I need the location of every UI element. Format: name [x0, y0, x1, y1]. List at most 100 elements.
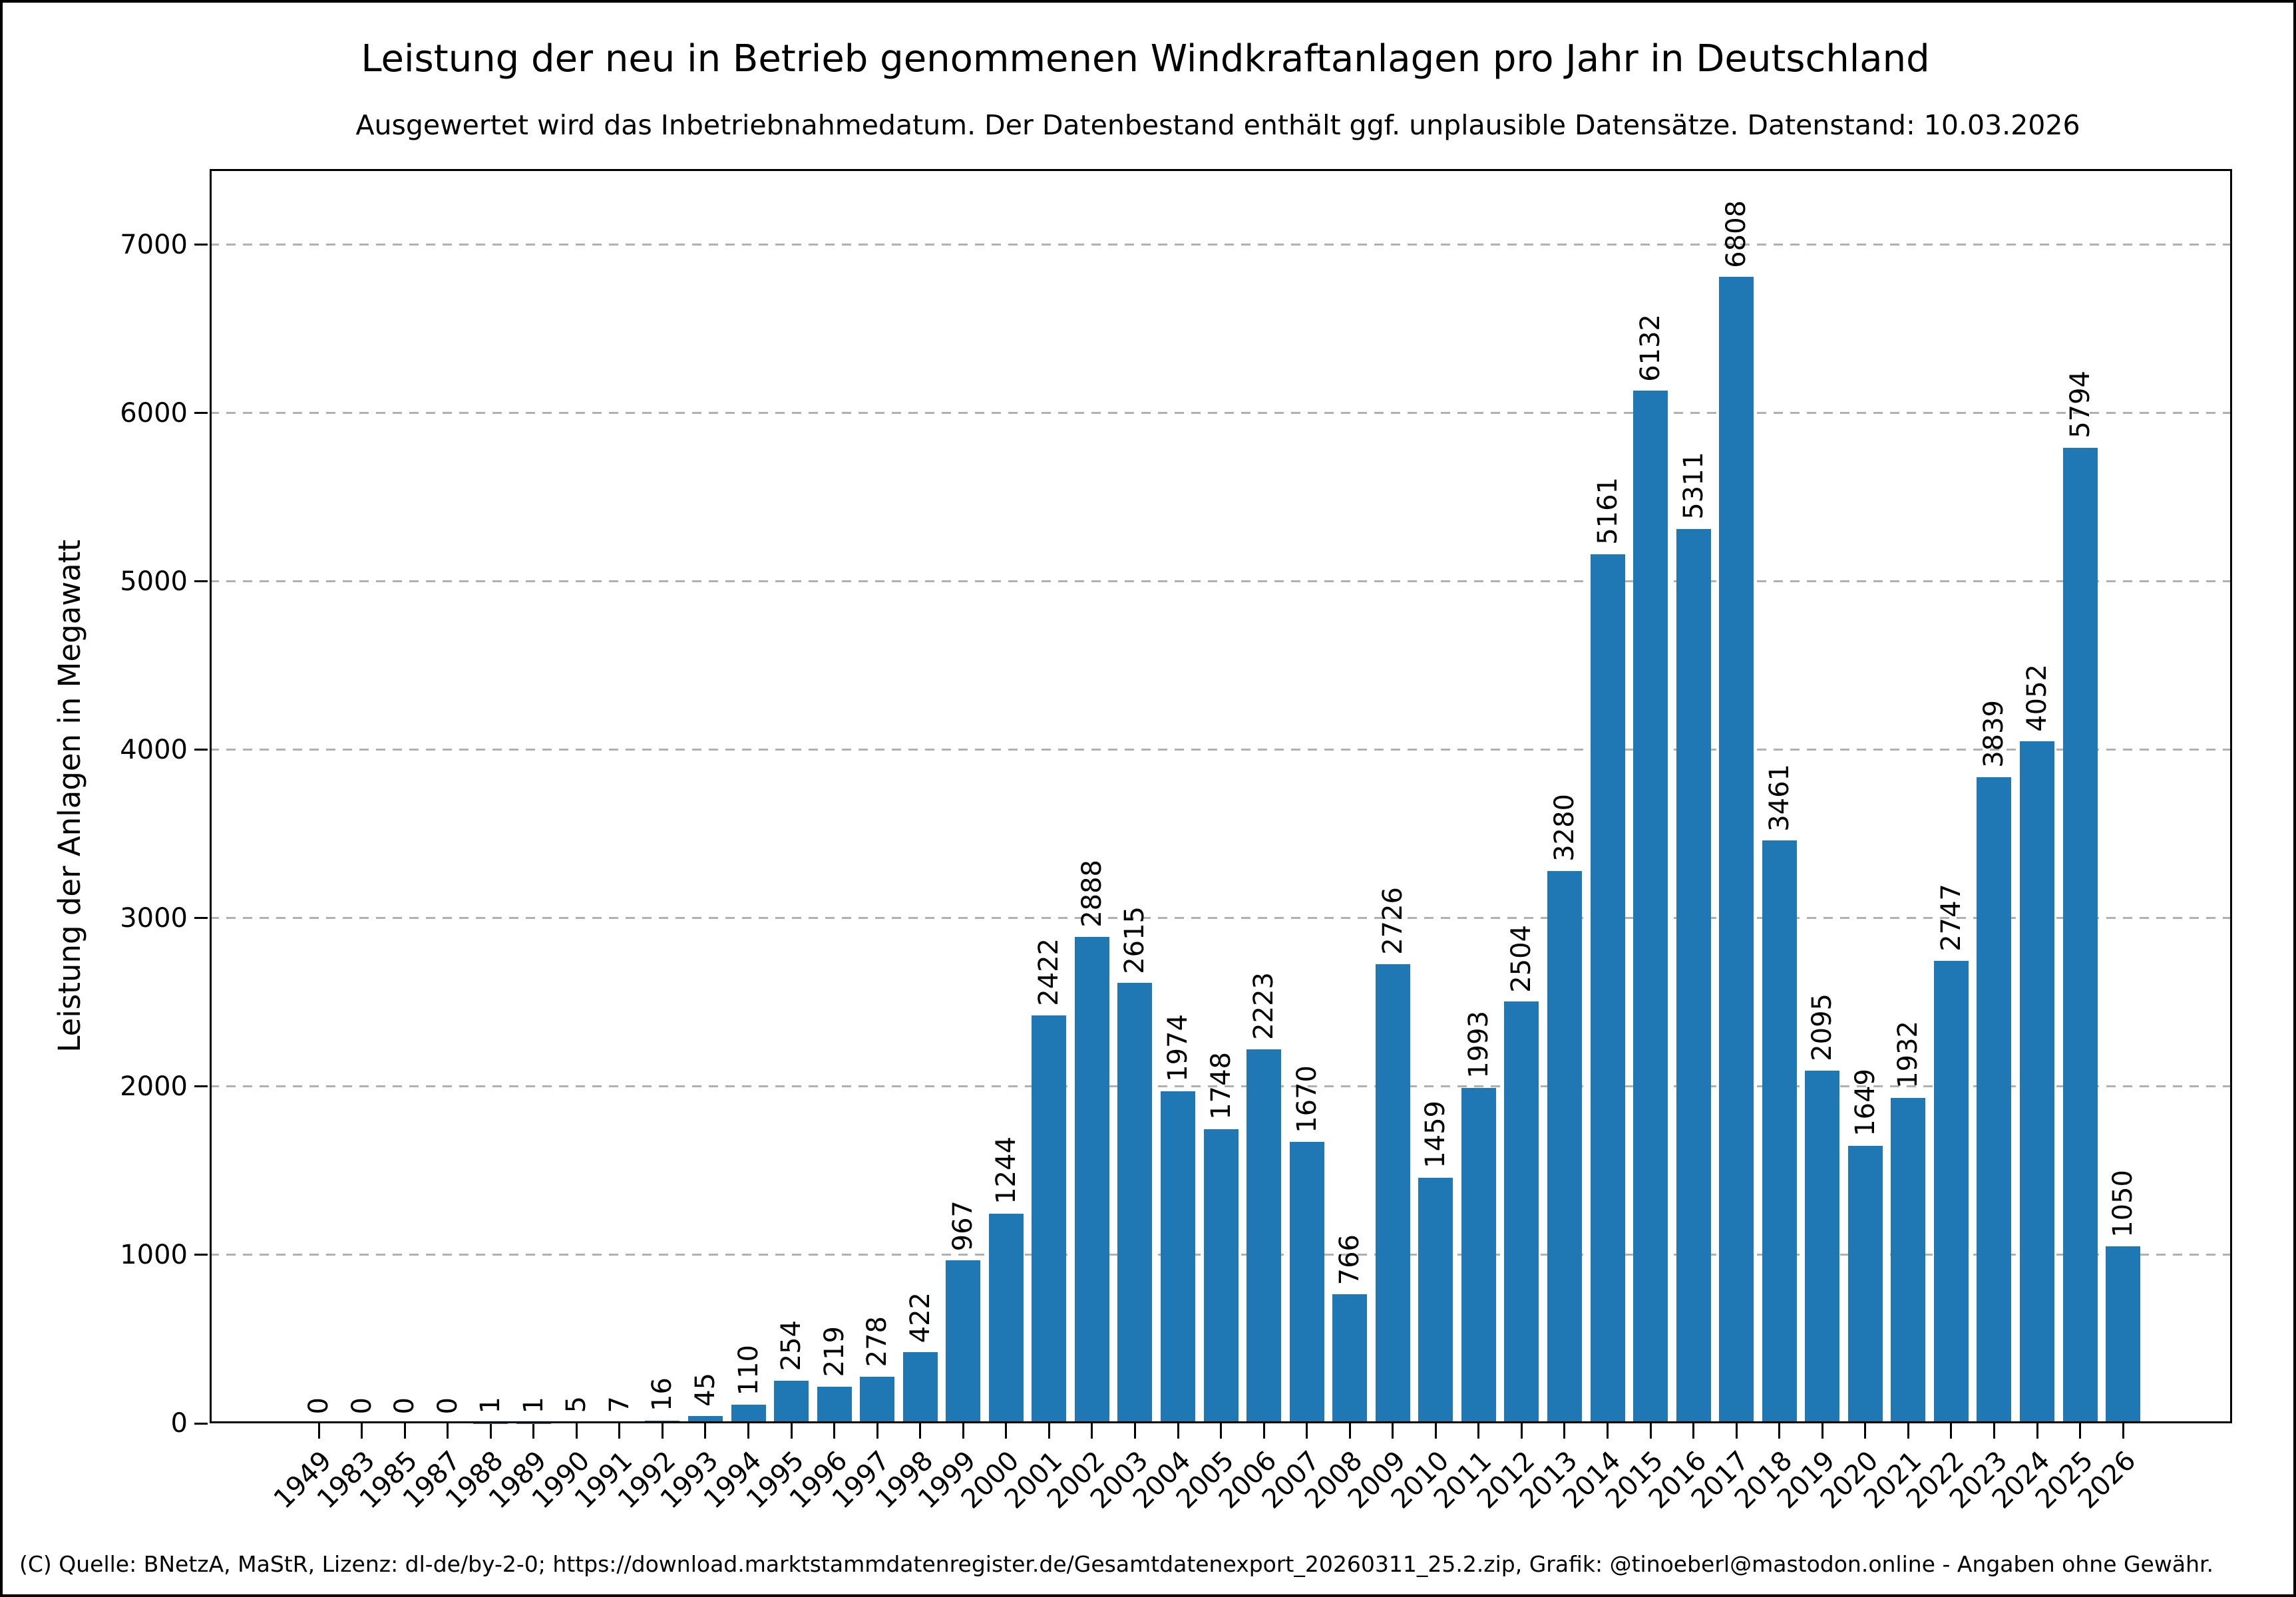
bar-value-text: 422 — [904, 1292, 936, 1343]
bar-value-label: 2095 — [1802, 993, 1842, 1061]
bar-value-text: 4052 — [2022, 663, 2052, 732]
bar — [988, 1214, 1024, 1423]
footer-credit: (C) Quelle: BNetzA, MaStR, Lizenz: dl-de… — [19, 1551, 2214, 1577]
x-axis-tick — [1434, 1423, 1437, 1439]
bar — [1805, 1070, 1840, 1423]
bar-value-label: 967 — [943, 1200, 983, 1251]
gridline — [210, 412, 2232, 415]
y-axis-tick — [194, 580, 208, 583]
y-tick-label: 0 — [170, 1408, 188, 1439]
x-axis-tick — [661, 1423, 664, 1439]
bar-value-text: 45 — [689, 1372, 721, 1407]
chart-title: Leistung der neu in Betrieb genommenen W… — [361, 37, 1930, 81]
bar-value-text: 16 — [647, 1377, 678, 1411]
bar-value-label: 3280 — [1545, 794, 1585, 862]
bar-value-label: 766 — [1330, 1234, 1370, 1285]
bar — [1032, 1015, 1067, 1423]
bar-value-label: 1 — [471, 1397, 510, 1413]
bar-value-label: 0 — [299, 1397, 339, 1414]
x-axis-tick — [1778, 1423, 1781, 1439]
x-axis-tick — [1563, 1423, 1566, 1439]
bar-value-text: 5794 — [2064, 371, 2096, 439]
bar — [817, 1386, 852, 1423]
x-axis-tick — [1005, 1423, 1008, 1439]
bar-value-text: 1649 — [1849, 1068, 1881, 1137]
bar-value-label: 278 — [857, 1316, 897, 1367]
bar-value-text: 2504 — [1506, 924, 1537, 993]
bar — [1891, 1098, 1926, 1423]
x-axis-tick — [2079, 1423, 2082, 1439]
bar-value-text: 1 — [518, 1397, 549, 1414]
bar — [1762, 840, 1797, 1423]
x-axis-tick — [876, 1423, 878, 1439]
bar-value-label: 0 — [385, 1397, 425, 1414]
y-tick-label: 3000 — [120, 902, 188, 934]
bar-value-text: 5311 — [1678, 452, 1709, 520]
bar-value-text: 2888 — [1076, 860, 1107, 928]
bar-value-label: 219 — [815, 1326, 855, 1377]
bar — [2106, 1246, 2141, 1423]
bar-value-label: 2422 — [1029, 938, 1069, 1006]
x-axis-tick — [447, 1423, 449, 1439]
bar-value-label: 5 — [556, 1396, 596, 1413]
bar-value-label: 0 — [342, 1397, 382, 1414]
y-axis-tick — [194, 244, 208, 246]
x-axis-tick — [833, 1423, 836, 1439]
bar — [1117, 983, 1153, 1423]
bar-value-label: 4052 — [2017, 664, 2057, 732]
bar-value-label: 1748 — [1201, 1052, 1241, 1120]
bar-value-label: 5794 — [2060, 371, 2100, 439]
x-axis-tick — [747, 1423, 749, 1439]
bar-value-text: 2223 — [1248, 972, 1280, 1040]
bar-value-label: 2888 — [1072, 860, 1112, 928]
y-axis-tick — [194, 917, 208, 920]
y-axis-tick — [194, 1254, 208, 1256]
bar-value-text: 7 — [604, 1395, 635, 1413]
bar-value-label: 5311 — [1674, 452, 1714, 520]
bar-value-text: 5161 — [1592, 477, 1623, 546]
bar-value-text: 1670 — [1291, 1065, 1322, 1133]
bar-value-label: 7 — [600, 1396, 640, 1413]
bar-value-label: 3839 — [1974, 700, 2014, 768]
x-axis-tick — [1220, 1423, 1223, 1439]
x-axis-tick — [1649, 1423, 1652, 1439]
bar-value-label: 1670 — [1287, 1065, 1327, 1133]
bar — [1547, 871, 1582, 1423]
bar — [1590, 554, 1625, 1423]
bar — [902, 1352, 938, 1423]
gridline — [210, 244, 2232, 246]
x-axis-tick — [1607, 1423, 1609, 1439]
bar-value-label: 1050 — [2103, 1170, 2143, 1238]
bar — [946, 1260, 981, 1423]
chart-subtitle: Ausgewertet wird das Inbetriebnahmedatum… — [355, 109, 2080, 141]
bar-value-text: 2615 — [1119, 906, 1151, 974]
bar-value-label: 1932 — [1888, 1021, 1928, 1089]
bar-value-text: 5 — [561, 1396, 592, 1413]
x-axis-tick — [1048, 1423, 1050, 1439]
bar — [1203, 1129, 1239, 1423]
x-axis-tick — [1520, 1423, 1523, 1439]
bar-value-label: 2747 — [1931, 884, 1971, 952]
bar-value-text: 6808 — [1721, 200, 1752, 268]
x-axis-tick — [489, 1423, 492, 1439]
bar-value-text: 3839 — [1979, 699, 2010, 768]
bar-value-text: 0 — [432, 1397, 463, 1414]
bar — [774, 1380, 809, 1423]
bar-value-text: 2747 — [1935, 884, 1967, 952]
y-tick-label: 6000 — [120, 397, 188, 429]
bar — [687, 1415, 723, 1423]
bar-value-text: 2095 — [1807, 993, 1838, 1061]
x-axis-tick — [1950, 1423, 1953, 1439]
bar-value-text: 3280 — [1549, 794, 1580, 862]
x-axis-tick — [618, 1423, 621, 1439]
y-axis-title: Leistung der Anlagen in Megawatt — [48, 169, 91, 1423]
bar-value-label: 0 — [428, 1397, 468, 1414]
bar-value-text: 1 — [475, 1397, 506, 1414]
x-axis-tick — [317, 1423, 320, 1439]
y-tick-label: 1000 — [120, 1239, 188, 1270]
y-tick-label: 7000 — [120, 229, 188, 260]
bar-value-text: 0 — [389, 1397, 421, 1414]
y-axis-tick — [194, 1085, 208, 1088]
bar-value-text: 1459 — [1420, 1101, 1451, 1168]
bar-value-text: 219 — [819, 1326, 850, 1377]
